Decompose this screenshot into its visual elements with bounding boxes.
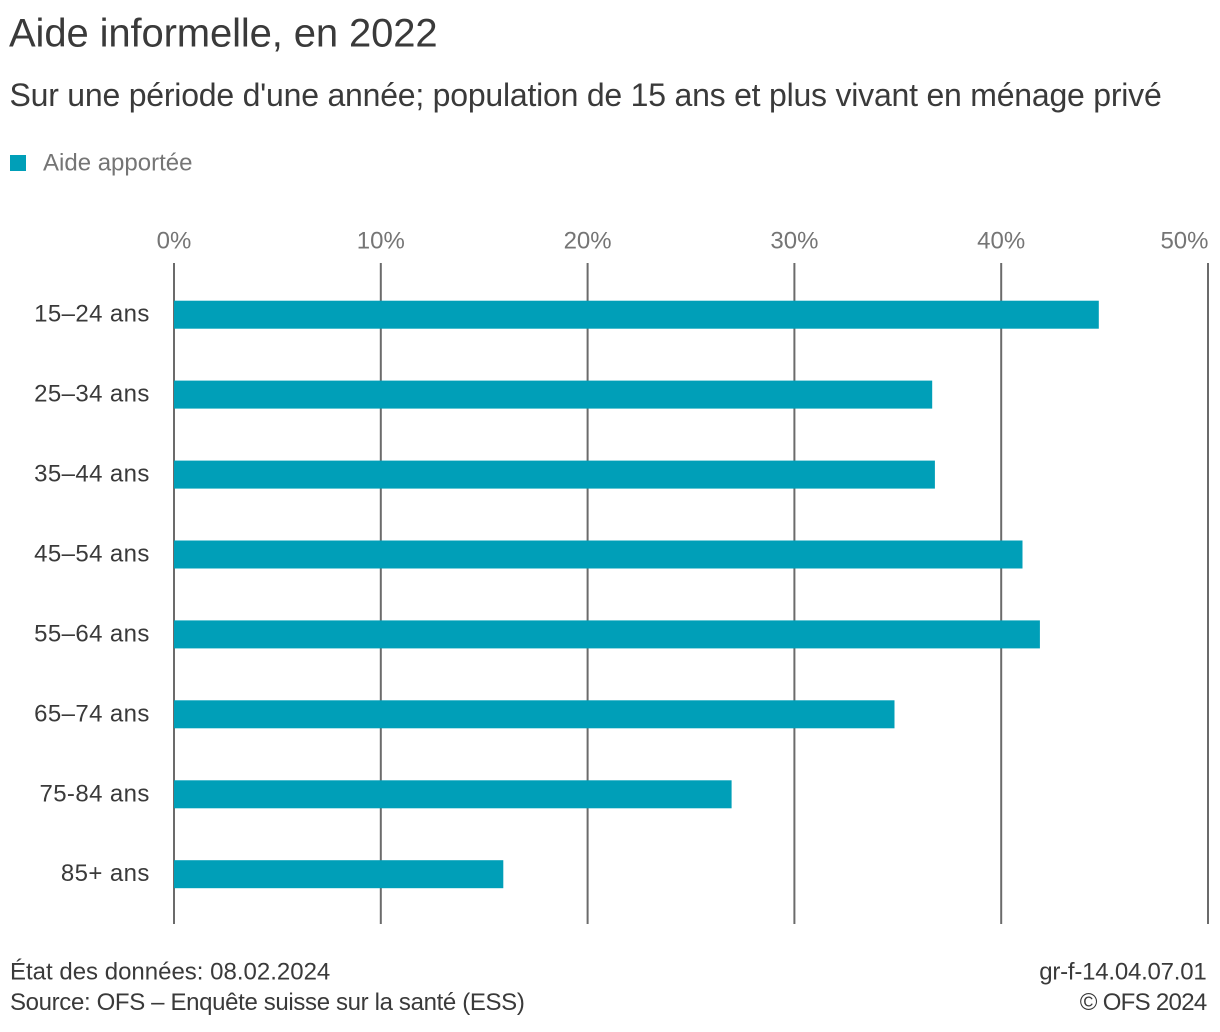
svg-text:Aide informelle, en 2022: Aide informelle, en 2022 <box>9 12 438 56</box>
svg-text:35–44 ans: 35–44 ans <box>34 461 150 488</box>
svg-text:20%: 20% <box>564 228 612 255</box>
svg-text:État des données: 08.02.2024: État des données: 08.02.2024 <box>10 958 330 985</box>
svg-text:Sur une période d'une année; p: Sur une période d'une année; population … <box>10 77 1162 113</box>
svg-text:15–24 ans: 15–24 ans <box>34 301 150 328</box>
svg-text:75-84 ans: 75-84 ans <box>39 780 149 807</box>
svg-text:gr-f-14.04.07.01: gr-f-14.04.07.01 <box>1039 958 1206 985</box>
svg-text:65–74 ans: 65–74 ans <box>34 700 150 727</box>
svg-text:45–54 ans: 45–54 ans <box>34 541 150 568</box>
svg-text:40%: 40% <box>977 228 1025 255</box>
svg-text:55–64 ans: 55–64 ans <box>34 620 150 647</box>
svg-text:30%: 30% <box>770 228 818 255</box>
svg-text:© OFS 2024: © OFS 2024 <box>1080 989 1207 1016</box>
svg-text:0%: 0% <box>157 228 192 255</box>
svg-text:25–34 ans: 25–34 ans <box>34 381 150 408</box>
svg-text:85+ ans: 85+ ans <box>61 860 150 887</box>
svg-text:50%: 50% <box>1160 228 1208 255</box>
svg-text:Aide apportée: Aide apportée <box>43 150 192 177</box>
svg-text:10%: 10% <box>357 228 405 255</box>
svg-text:Source: OFS – Enquête suisse s: Source: OFS – Enquête suisse sur la sant… <box>10 989 524 1016</box>
